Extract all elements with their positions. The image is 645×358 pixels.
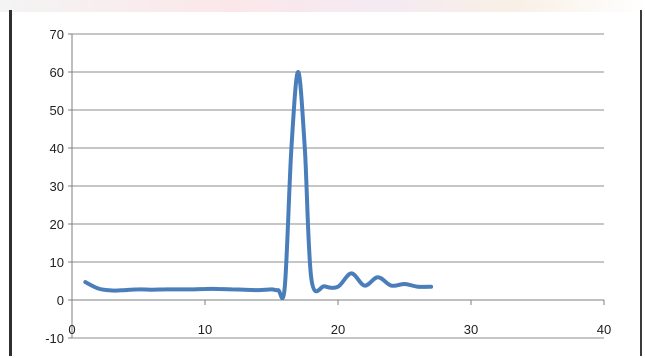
y-tick-label-0: -10 (45, 331, 64, 346)
x-tick-label-2: 20 (331, 322, 345, 337)
y-tick-labels: -10 0 10 20 30 40 50 60 70 (45, 27, 64, 346)
y-tick-label-1: 0 (57, 293, 64, 308)
y-tick-label-8: 70 (50, 27, 64, 42)
series-group (85, 72, 431, 298)
gridlines (72, 34, 604, 338)
x-tick-label-3: 30 (464, 322, 478, 337)
x-tick-label-1: 10 (198, 322, 212, 337)
x-tick-labels: 0 10 20 30 40 (68, 322, 611, 337)
y-tick-label-5: 40 (50, 141, 64, 156)
y-tick-label-3: 20 (50, 217, 64, 232)
y-tick-label-2: 10 (50, 255, 64, 270)
x-tick-label-0: 0 (68, 322, 75, 337)
y-tick-label-4: 30 (50, 179, 64, 194)
x-tick-label-4: 40 (597, 322, 611, 337)
y-tick-label-6: 50 (50, 103, 64, 118)
y-tick-label-7: 60 (50, 65, 64, 80)
series-line-0 (85, 72, 431, 298)
